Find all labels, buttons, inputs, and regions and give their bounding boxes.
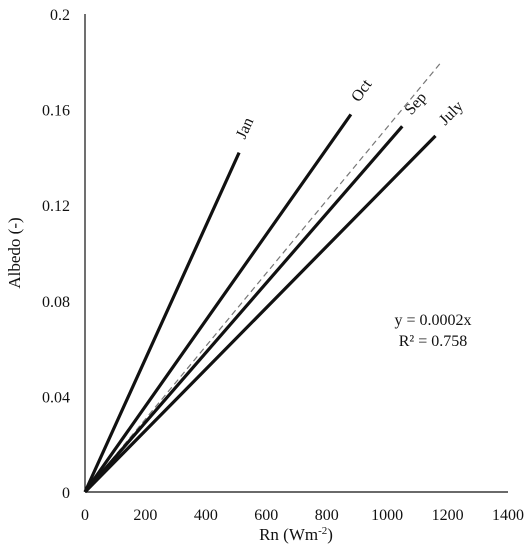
y-tick-labels: 0 0.04 0.08 0.12 0.16 0.2 [42, 7, 70, 502]
y-tick-label: 0.2 [50, 7, 70, 24]
x-tick-label: 800 [315, 507, 339, 524]
x-axis-title: Rn (Wm-2) [259, 525, 333, 544]
y-tick-label: 0.12 [42, 198, 70, 215]
x-tick-labels: 0 200 400 600 800 1000 1200 1400 [81, 507, 524, 524]
fit-line [84, 61, 442, 493]
series-label-oct: Oct [348, 76, 376, 105]
series-line-oct [83, 113, 353, 493]
regression-equation: y = 0.0002x [394, 312, 471, 329]
y-axis-title: Albedo (-) [5, 217, 24, 288]
y-tick-label: 0 [62, 485, 70, 502]
x-axis-title-suffix: ) [327, 525, 333, 544]
series-labels: Jan Oct Sep July [233, 76, 467, 141]
series-label-july: July [436, 98, 467, 129]
series-line-july [83, 134, 437, 494]
series-label-sep: Sep [402, 89, 431, 118]
series-line-sep [83, 125, 404, 494]
x-tick-label: 0 [81, 507, 89, 524]
x-axis-title-superscript: -2 [318, 525, 327, 537]
x-tick-label: 200 [133, 507, 157, 524]
axes [84, 14, 508, 493]
x-axis-title-main: Rn (Wm [259, 525, 318, 544]
series-line-jan [83, 151, 241, 493]
x-tick-label: 400 [194, 507, 218, 524]
y-tick-label: 0.08 [42, 294, 70, 311]
series-lines [83, 61, 442, 494]
y-tick-label: 0.04 [42, 389, 70, 406]
x-tick-label: 600 [254, 507, 278, 524]
x-tick-label: 1000 [371, 507, 403, 524]
y-tick-label: 0.16 [42, 103, 70, 120]
x-tick-label: 1200 [432, 507, 464, 524]
series-label-jan: Jan [233, 115, 257, 141]
r-squared-value: R² = 0.758 [399, 333, 468, 350]
x-tick-label: 1400 [492, 507, 524, 524]
